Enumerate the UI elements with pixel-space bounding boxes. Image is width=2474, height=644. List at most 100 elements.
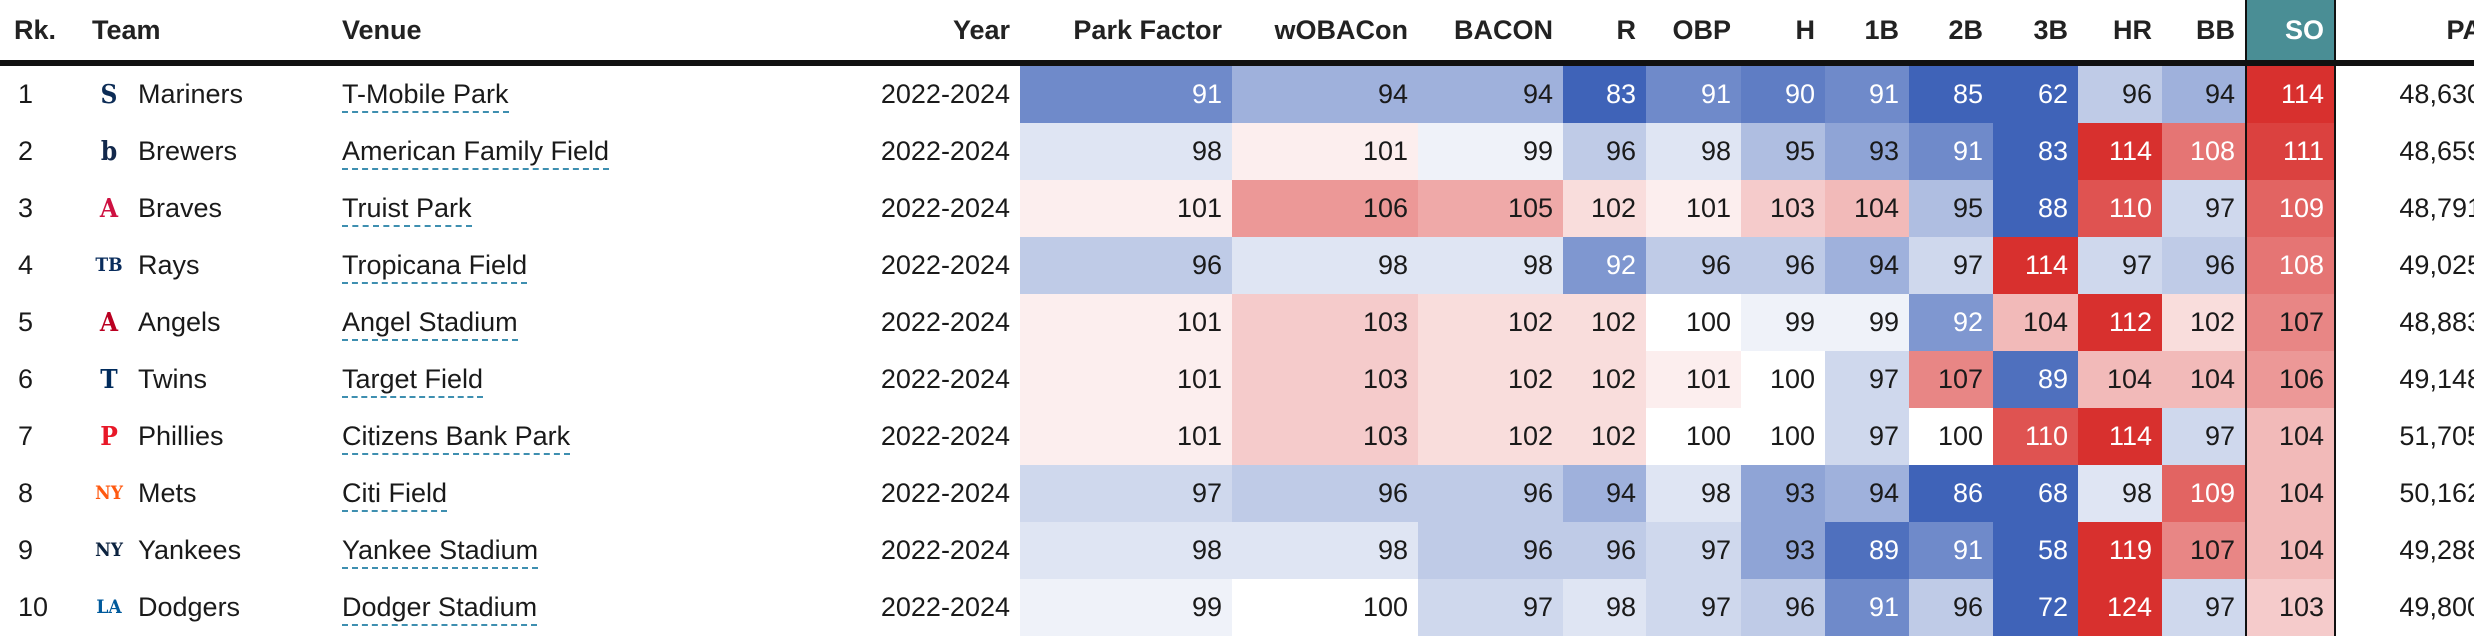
header-runs[interactable]: R xyxy=(1563,0,1646,66)
plate-appearances-cell: 48,883 xyxy=(2399,307,2474,337)
hits-cell: 93 xyxy=(1741,465,1825,522)
plate-appearances-cell: 49,025 xyxy=(2399,250,2474,280)
strikeouts-cell: 104 xyxy=(2245,465,2336,522)
plate-appearances-cell: 49,148 xyxy=(2399,364,2474,394)
bacon-cell: 102 xyxy=(1418,408,1563,465)
team-cell: LA Dodgers xyxy=(82,579,332,636)
hits-cell: 103 xyxy=(1741,180,1825,237)
woba-con-cell: 103 xyxy=(1232,351,1418,408)
table-row: 3 A Braves Truist Park 2022-2024 101 106 105 102… xyxy=(0,180,2474,237)
header-triples[interactable]: 3B xyxy=(1993,0,2078,66)
triples-cell: 83 xyxy=(1993,123,2078,180)
header-walks[interactable]: BB xyxy=(2162,0,2246,66)
strikeouts-cell: 107 xyxy=(2245,294,2336,351)
home-runs-cell: 98 xyxy=(2078,465,2162,522)
rank-cell: 9 xyxy=(18,535,34,565)
home-runs-cell: 114 xyxy=(2078,408,2162,465)
runs-cell: 98 xyxy=(1563,579,1646,636)
doubles-cell: 96 xyxy=(1909,579,1993,636)
plate-appearances-cell: 48,630 xyxy=(2399,79,2474,109)
venue-link[interactable]: Yankee Stadium xyxy=(342,535,539,569)
header-park-factor[interactable]: Park Factor xyxy=(1020,0,1232,66)
venue-cell: Citi Field xyxy=(332,465,672,522)
table-row: 1 S Mariners T-Mobile Park 2022-2024 91 94 94 83… xyxy=(0,63,2474,123)
walks-cell: 97 xyxy=(2162,180,2246,237)
venue-link[interactable]: Citizens Bank Park xyxy=(342,421,571,455)
venue-link[interactable]: Citi Field xyxy=(342,478,448,512)
venue-link[interactable]: Angel Stadium xyxy=(342,307,518,341)
year-cell: 2022-2024 xyxy=(880,250,1010,280)
venue-link[interactable]: American Family Field xyxy=(342,136,610,170)
park-factor-cell: 101 xyxy=(1020,180,1232,237)
walks-cell: 104 xyxy=(2162,351,2246,408)
home-runs-cell: 114 xyxy=(2078,123,2162,180)
twins-logo-icon: T xyxy=(100,364,118,395)
strikeouts-cell: 109 xyxy=(2245,180,2336,237)
team-name: Dodgers xyxy=(138,592,241,622)
header-bacon[interactable]: BACON xyxy=(1418,0,1563,66)
year-cell: 2022-2024 xyxy=(880,193,1010,223)
venue-link[interactable]: Truist Park xyxy=(342,193,472,227)
year-cell: 2022-2024 xyxy=(880,136,1010,166)
obp-cell: 96 xyxy=(1646,237,1741,294)
team-info: TB Rays xyxy=(92,249,322,283)
plate-appearances-cell: 48,791 xyxy=(2399,193,2474,223)
team-info: T Twins xyxy=(92,363,322,397)
header-hits[interactable]: H xyxy=(1741,0,1825,66)
header-doubles[interactable]: 2B xyxy=(1909,0,1993,66)
team-cell: P Phillies xyxy=(82,408,332,465)
bacon-cell: 98 xyxy=(1418,237,1563,294)
venue-cell: Truist Park xyxy=(332,180,672,237)
doubles-cell: 95 xyxy=(1909,180,1993,237)
bacon-cell: 96 xyxy=(1418,465,1563,522)
runs-cell: 92 xyxy=(1563,237,1646,294)
walks-cell: 108 xyxy=(2162,123,2246,180)
hits-cell: 90 xyxy=(1741,63,1825,123)
header-rank[interactable]: Rk. xyxy=(0,0,82,66)
hits-cell: 96 xyxy=(1741,579,1825,636)
rank-cell: 2 xyxy=(18,136,34,166)
year-cell: 2022-2024 xyxy=(880,79,1010,109)
bacon-cell: 105 xyxy=(1418,180,1563,237)
triples-cell: 58 xyxy=(1993,522,2078,579)
venue-link[interactable]: Target Field xyxy=(342,364,484,398)
venue-cell: Target Field xyxy=(332,351,672,408)
header-woba-con[interactable]: wOBACon xyxy=(1232,0,1418,66)
runs-cell: 96 xyxy=(1563,522,1646,579)
team-info: NY Yankees xyxy=(92,534,322,568)
header-venue[interactable]: Venue xyxy=(332,0,672,66)
header-plate-appearances[interactable]: PA xyxy=(2335,0,2474,66)
venue-link[interactable]: Tropicana Field xyxy=(342,250,528,284)
triples-cell: 72 xyxy=(1993,579,2078,636)
plate-appearances-cell: 49,288 xyxy=(2399,535,2474,565)
walks-cell: 97 xyxy=(2162,579,2246,636)
triples-cell: 88 xyxy=(1993,180,2078,237)
header-obp[interactable]: OBP xyxy=(1646,0,1741,66)
hits-cell: 100 xyxy=(1741,351,1825,408)
singles-cell: 94 xyxy=(1825,465,1909,522)
year-cell: 2022-2024 xyxy=(880,535,1010,565)
woba-con-cell: 101 xyxy=(1232,123,1418,180)
bacon-cell: 97 xyxy=(1418,579,1563,636)
venue-link[interactable]: Dodger Stadium xyxy=(342,592,538,626)
venue-link[interactable]: T-Mobile Park xyxy=(342,79,509,113)
obp-cell: 101 xyxy=(1646,180,1741,237)
hits-cell: 100 xyxy=(1741,408,1825,465)
singles-cell: 91 xyxy=(1825,579,1909,636)
year-cell: 2022-2024 xyxy=(880,364,1010,394)
header-strikeouts-sorted[interactable]: SO xyxy=(2245,0,2336,66)
runs-cell: 102 xyxy=(1563,408,1646,465)
rank-cell: 1 xyxy=(18,79,34,109)
year-cell: 2022-2024 xyxy=(880,307,1010,337)
triples-cell: 104 xyxy=(1993,294,2078,351)
home-runs-cell: 96 xyxy=(2078,63,2162,123)
home-runs-cell: 104 xyxy=(2078,351,2162,408)
park-factor-cell: 96 xyxy=(1020,237,1232,294)
header-singles[interactable]: 1B xyxy=(1825,0,1909,66)
team-name: Braves xyxy=(138,193,223,223)
header-team[interactable]: Team xyxy=(82,0,332,66)
header-home-runs[interactable]: HR xyxy=(2078,0,2162,66)
triples-cell: 68 xyxy=(1993,465,2078,522)
header-year[interactable]: Year xyxy=(672,0,1020,66)
rays-logo-icon: TB xyxy=(95,254,123,276)
